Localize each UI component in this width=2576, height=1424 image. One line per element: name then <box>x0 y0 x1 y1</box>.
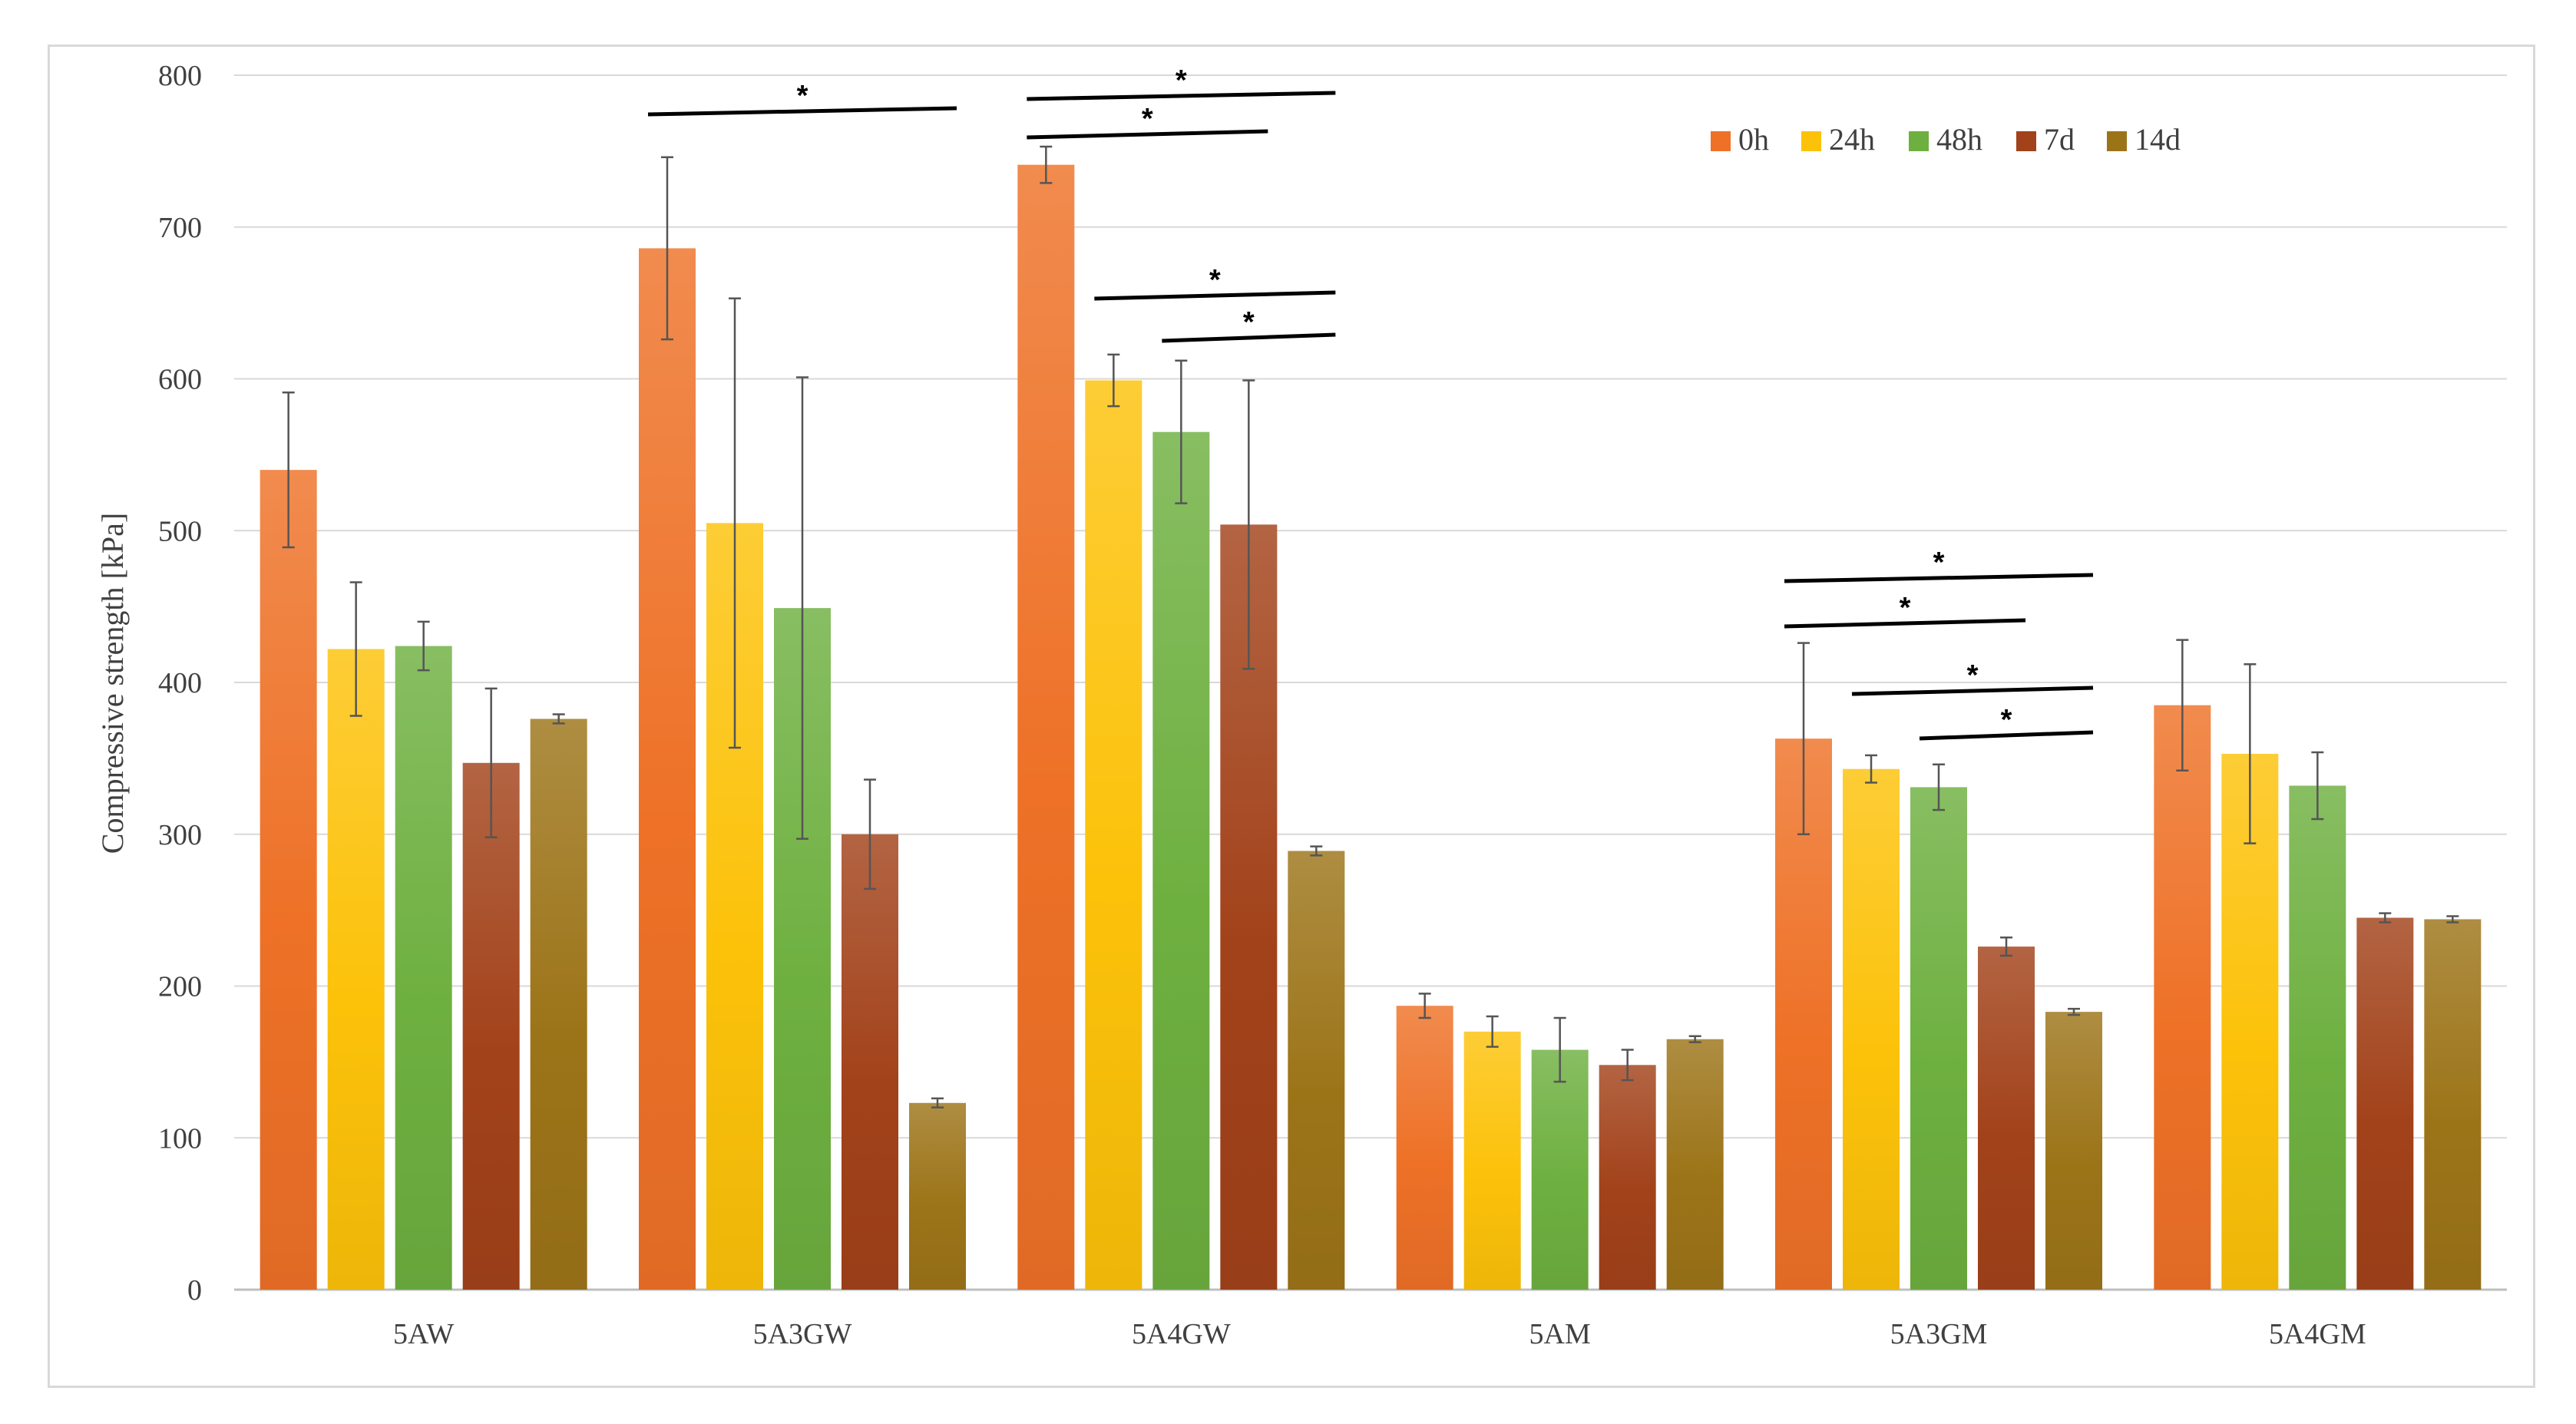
gridlines <box>234 74 2507 1291</box>
bar-5AM-7d <box>1599 1065 1656 1290</box>
bar-5A4GM-0h <box>2154 705 2211 1290</box>
y-tick-label: 0 <box>187 1274 202 1307</box>
x-tick-label: 5AM <box>1529 1318 1591 1350</box>
y-tick-label: 100 <box>158 1122 202 1155</box>
significance-line <box>1162 332 1336 343</box>
significance-star: * <box>1933 547 1945 579</box>
significance-line <box>1851 686 2094 696</box>
significance-brackets: * * * * * * * * * <box>647 64 2094 741</box>
x-tick-label: 5A3GM <box>1890 1318 1988 1350</box>
legend-label-0h: 0h <box>1738 122 1769 157</box>
significance-star: * <box>2001 704 2012 736</box>
bar-5AW-14d <box>530 719 587 1290</box>
significance-line <box>647 106 957 117</box>
significance-line <box>1784 618 2026 629</box>
y-tick-label: 600 <box>158 364 202 396</box>
bar-5A3GM-7d <box>1978 947 2035 1290</box>
significance-line <box>1094 290 1336 301</box>
legend-swatch-0h <box>1711 131 1731 151</box>
y-tick-label: 500 <box>158 515 202 547</box>
bar-5A3GM-14d <box>2045 1012 2102 1290</box>
bar-5A4GW-24h <box>1085 380 1143 1290</box>
x-tick-label: 5A3GW <box>753 1318 852 1350</box>
bar-5AW-48h <box>395 646 452 1290</box>
y-tick-label: 400 <box>158 667 202 699</box>
y-tick-label: 800 <box>158 60 202 92</box>
bar-5AM-0h <box>1396 1006 1453 1290</box>
legend-swatch-7d <box>2016 131 2036 151</box>
y-axis-ticks: 0 100 200 300 400 500 600 700 800 <box>158 60 202 1307</box>
significance-line <box>1027 129 1268 140</box>
legend-label-24h: 24h <box>1829 122 1875 157</box>
legend-label-7d: 7d <box>2044 122 2075 157</box>
significance-star: * <box>1967 659 1979 692</box>
bar-5A4GM-14d <box>2424 919 2482 1290</box>
legend-label-14d: 14d <box>2135 122 2181 157</box>
significance-star: * <box>1142 103 1153 135</box>
y-tick-label: 700 <box>158 212 202 244</box>
y-tick-label: 200 <box>158 971 202 1003</box>
significance-star: * <box>1243 306 1255 339</box>
legend: 0h 24h 48h 7d 14d <box>1711 122 2181 157</box>
bar-5A4GW-48h <box>1152 431 1210 1290</box>
bar-5AW-24h <box>327 649 385 1290</box>
bars <box>260 164 2482 1290</box>
significance-line <box>1027 91 1336 101</box>
bar-5AM-24h <box>1463 1031 1521 1290</box>
y-axis-label: Compressive strength [kPa] <box>95 513 130 854</box>
bar-5A3GW-7d <box>842 834 898 1290</box>
error-bars <box>282 145 2459 1108</box>
significance-star: * <box>1176 64 1187 97</box>
significance-star: * <box>1209 264 1221 296</box>
legend-swatch-48h <box>1909 131 1929 151</box>
significance-line <box>1919 730 2094 741</box>
significance-star: * <box>797 80 809 112</box>
bar-5A4GM-48h <box>2289 785 2346 1290</box>
x-tick-label: 5A4GM <box>2269 1318 2366 1350</box>
x-axis-ticks: 5AW 5A3GW 5A4GW 5AM 5A3GM 5A4GM <box>393 1318 2366 1350</box>
bar-5A4GW-0h <box>1017 164 1075 1290</box>
bar-5A3GM-48h <box>1910 787 1967 1290</box>
y-tick-label: 300 <box>158 819 202 851</box>
bar-5A4GW-14d <box>1288 851 1345 1290</box>
bar-5A3GW-0h <box>639 248 696 1290</box>
significance-line <box>1784 573 2094 583</box>
bar-5A4GM-7d <box>2356 917 2414 1290</box>
legend-swatch-14d <box>2107 131 2127 151</box>
bar-5AW-7d <box>462 762 520 1290</box>
legend-swatch-24h <box>1801 131 1821 151</box>
bar-5AW-0h <box>260 470 317 1290</box>
bar-5AM-48h <box>1531 1049 1589 1290</box>
x-tick-label: 5AW <box>393 1318 454 1350</box>
significance-star: * <box>1900 592 1911 624</box>
x-tick-label: 5A4GW <box>1132 1318 1231 1350</box>
bar-5A3GM-24h <box>1843 768 1900 1290</box>
bar-5A3GW-14d <box>909 1102 966 1290</box>
legend-label-48h: 48h <box>1936 122 1982 157</box>
bar-5AM-14d <box>1666 1039 1724 1290</box>
